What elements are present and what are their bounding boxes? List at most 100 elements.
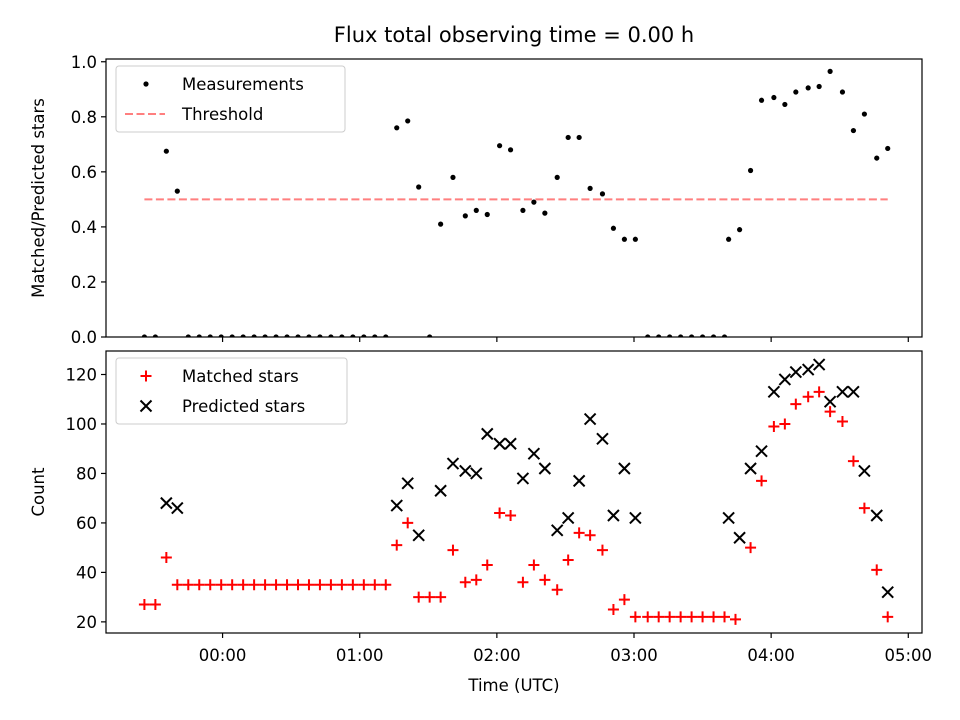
data-point (520, 207, 526, 213)
data-point (193, 579, 205, 591)
data-point (686, 611, 698, 623)
data-point (719, 611, 731, 623)
data-point (697, 611, 709, 623)
data-point (405, 118, 411, 124)
data-point (573, 527, 585, 539)
data-point (149, 599, 161, 611)
x-tick-label: 05:00 (885, 646, 933, 665)
y-tick-label: 60 (76, 514, 97, 533)
data-point (610, 225, 617, 231)
data-point (303, 579, 315, 591)
data-point (812, 358, 826, 371)
data-point (435, 591, 447, 603)
data-point (160, 552, 172, 564)
data-point (653, 611, 665, 623)
data-point (237, 579, 249, 591)
data-point (618, 594, 630, 606)
data-point (207, 334, 213, 337)
data-point (726, 236, 732, 242)
data-point (618, 462, 631, 475)
data-point (347, 579, 359, 591)
data-point (793, 89, 799, 95)
data-point (542, 210, 548, 216)
data-point (325, 579, 337, 591)
data-point (497, 143, 503, 149)
data-point (881, 585, 894, 599)
data-point (607, 604, 619, 615)
data-point (493, 437, 506, 450)
y-tick-label: 0.2 (71, 273, 97, 292)
data-point (747, 167, 754, 174)
data-point (847, 455, 859, 467)
data-point (141, 334, 147, 337)
legend-label-predicted-stars: Predicted stars (182, 397, 305, 416)
x-tick-label: 03:00 (610, 646, 658, 665)
data-point (292, 579, 304, 591)
data-point (160, 496, 173, 510)
legend-box (115, 65, 346, 133)
data-point (171, 579, 183, 591)
data-point (629, 611, 641, 623)
data-point (369, 579, 381, 591)
data-point (538, 462, 552, 475)
data-point (675, 611, 687, 623)
data-point (262, 334, 268, 337)
data-point (599, 191, 606, 197)
data-point (561, 511, 575, 525)
data-point (391, 539, 403, 551)
data-point (839, 89, 846, 95)
data-point (507, 147, 514, 153)
legend-box (115, 357, 348, 425)
data-point (470, 467, 483, 480)
data-point (402, 517, 414, 529)
data-point (401, 477, 414, 490)
data-point (251, 334, 257, 337)
legend-label-measurements: Measurements (182, 75, 304, 94)
data-point (527, 447, 541, 460)
data-point (737, 227, 743, 233)
data-point (745, 542, 757, 554)
data-point (531, 199, 537, 205)
data-point (505, 510, 517, 521)
data-point (459, 464, 472, 478)
data-point (836, 385, 849, 399)
data-point (204, 579, 216, 591)
y-tick-label: 1.0 (71, 53, 97, 72)
data-point (858, 502, 870, 514)
data-point (642, 611, 654, 623)
chart-title: Flux total observing time = 0.00 h (334, 23, 694, 47)
data-point (755, 444, 768, 458)
data-point (710, 334, 717, 337)
y-tick-label: 120 (66, 366, 98, 385)
data-point (438, 221, 444, 227)
data-point (871, 564, 883, 576)
ratio-panel: 0.0 0.2 0.4 0.6 0.8 1.0 Matched/Predicted star… (29, 53, 923, 347)
plot-area (138, 358, 894, 625)
data-point (827, 68, 833, 74)
legend: Matched stars Predicted stars (115, 357, 348, 425)
data-point (450, 174, 456, 180)
data-point (836, 416, 848, 427)
data-point (805, 85, 811, 91)
data-point (259, 579, 271, 591)
data-point (813, 386, 825, 398)
data-point (874, 155, 880, 161)
data-point (336, 579, 348, 591)
axes-frame (105, 350, 923, 634)
series-matched-stars (138, 386, 894, 625)
data-point (801, 363, 815, 376)
data-point (494, 507, 506, 519)
data-point (424, 591, 436, 603)
data-point (758, 97, 765, 103)
data-point (517, 576, 529, 588)
data-point (782, 101, 788, 108)
legend-marker-predicted-stars (139, 399, 153, 413)
y-tick-label: 0.8 (71, 108, 97, 127)
y-tick-label: 0.6 (71, 163, 97, 182)
data-point (744, 462, 757, 475)
data-point (196, 334, 202, 337)
data-point (284, 334, 290, 337)
data-point (789, 365, 803, 379)
series-predicted-stars (160, 358, 894, 599)
